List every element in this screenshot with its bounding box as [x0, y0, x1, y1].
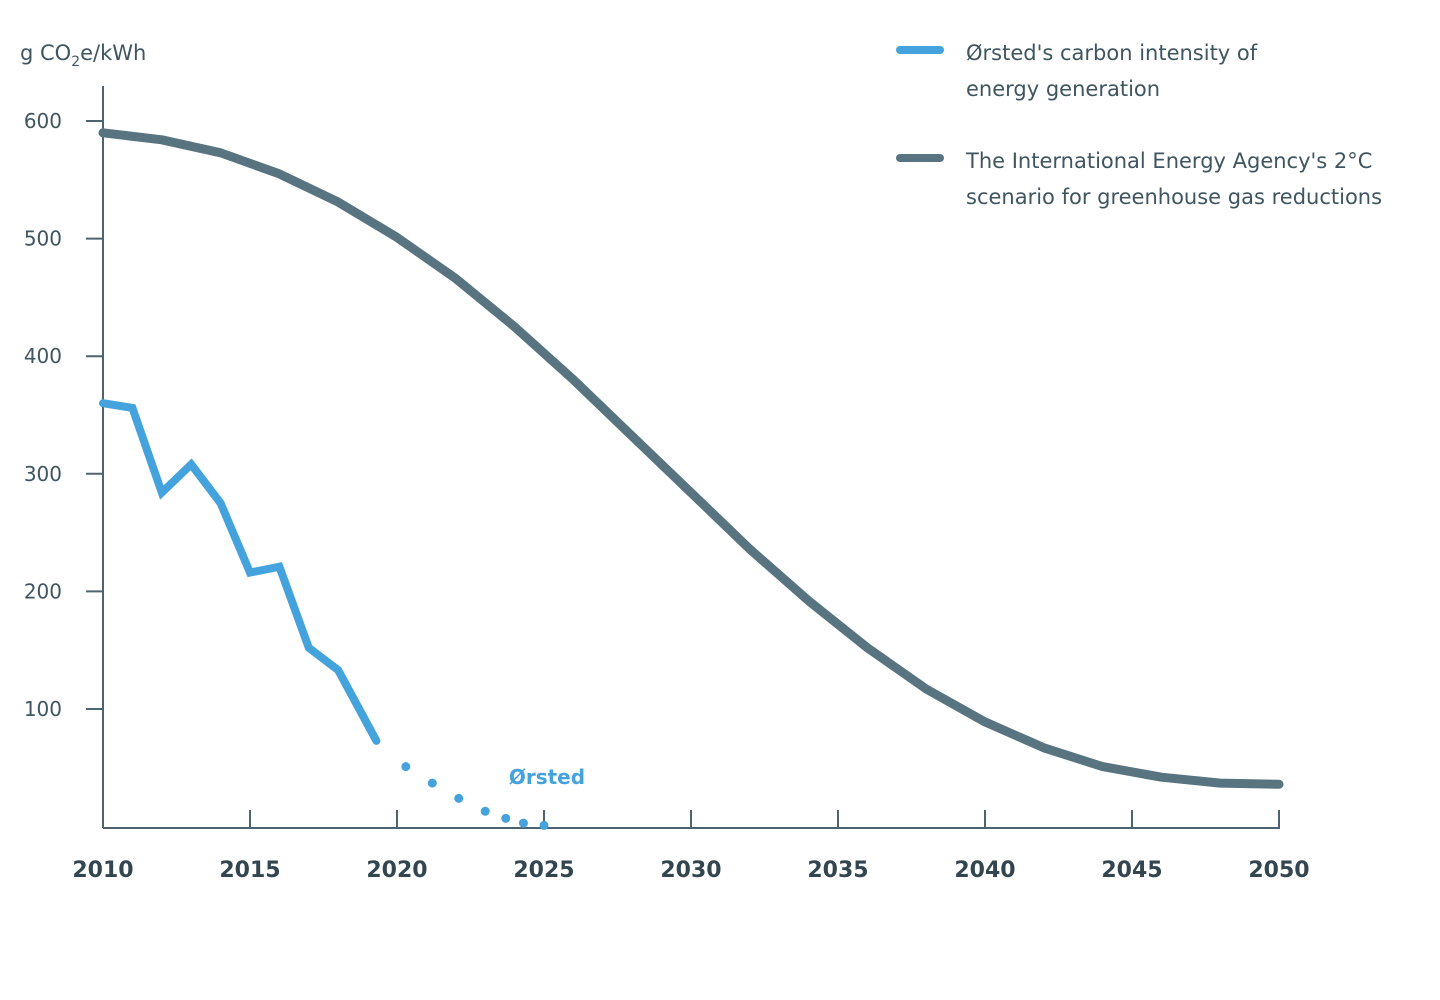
y-tick-label-200: 200	[24, 579, 62, 603]
legend-label-line-2: scenario for greenhouse gas reductions	[966, 185, 1382, 209]
x-tick-label-2040: 2040	[954, 858, 1015, 883]
projection-point-3	[454, 793, 464, 803]
projection-point-6	[518, 818, 528, 828]
projection-point-5	[501, 813, 511, 823]
y-tick-label-100: 100	[24, 697, 62, 721]
x-tick-label-2020: 2020	[366, 858, 427, 883]
x-tick-label-2030: 2030	[660, 858, 721, 883]
x-tick-label-2025: 2025	[513, 858, 574, 883]
series-layer	[98, 128, 1284, 830]
y-tick-label-300: 300	[24, 462, 62, 486]
y-tick-label-500: 500	[24, 227, 62, 251]
y-tick-label-400: 400	[24, 344, 62, 368]
series-line-iea	[98, 128, 1284, 789]
legend: Ørsted's carbon intensity of energy gener…	[896, 41, 1382, 209]
axes: 100 200 300 400 500 600 2010 2015 2020 2025 2030 20…	[24, 86, 1310, 883]
y-tick-label-600: 600	[24, 109, 62, 133]
x-tick-label-2010: 2010	[72, 858, 133, 883]
y-axis-label-main: g CO	[20, 41, 71, 65]
projection-point-2	[427, 778, 437, 788]
projection-point-4	[480, 806, 490, 816]
x-tick-label-2050: 2050	[1248, 858, 1309, 883]
projection-point-1	[401, 762, 411, 772]
series-line-orsted	[99, 399, 381, 745]
x-tick-label-2015: 2015	[219, 858, 280, 883]
x-tick-label-2035: 2035	[807, 858, 868, 883]
annotation-layer: Ørsted	[509, 765, 585, 789]
y-axis-label: g CO2e/kWh	[20, 41, 146, 70]
legend-item-orsted: Ørsted's carbon intensity of energy gener…	[896, 41, 1258, 101]
projection-point-7	[539, 820, 549, 830]
legend-item-iea: The International Energy Agency's 2°C sce…	[896, 149, 1382, 209]
y-axis-label-tail: e/kWh	[80, 41, 146, 65]
legend-label-line-1: Ørsted's carbon intensity of	[966, 41, 1258, 65]
legend-label-line-1: The International Energy Agency's 2°C	[965, 149, 1372, 173]
y-axis-label-subscript: 2	[71, 54, 80, 70]
annotation-orsted-logo: Ørsted	[509, 765, 585, 789]
x-tick-label-2045: 2045	[1101, 858, 1162, 883]
series-orsted-projection	[401, 762, 549, 830]
legend-label-line-2: energy generation	[966, 77, 1160, 101]
